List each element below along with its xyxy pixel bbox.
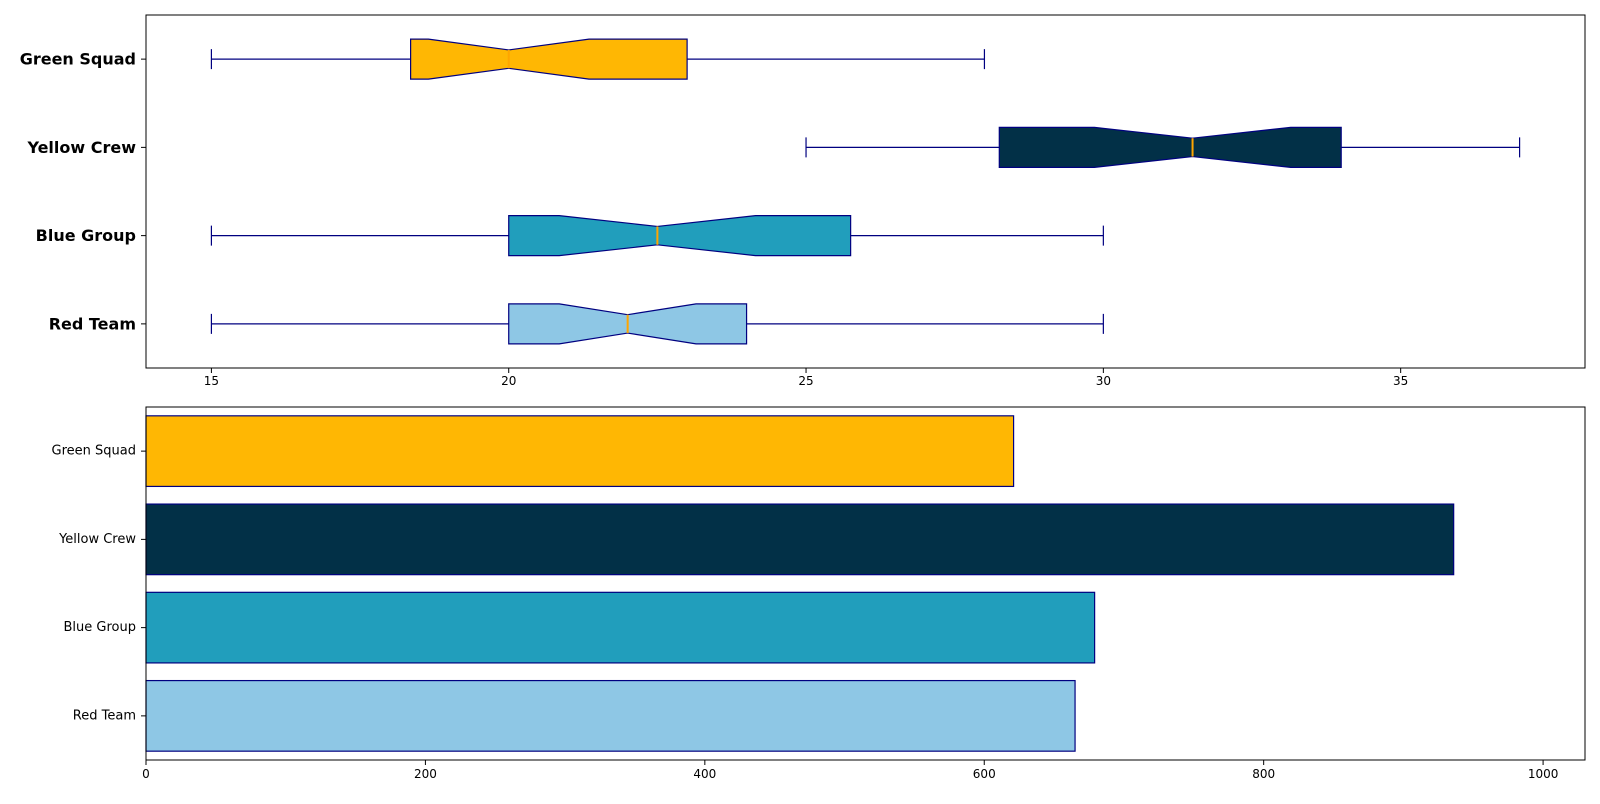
bar-red-team [145, 679, 1076, 752]
y-tick-label-red-team: Red Team [49, 314, 136, 333]
bar-chart-panel: Red Team Blue Group Yellow Crew Green Squad… [52, 406, 1586, 781]
box-yellow-crew [805, 126, 1521, 168]
bar-chart-frame [145, 406, 1586, 761]
box-plot-frame [145, 14, 1586, 369]
bar-y-tick-label-green-squad: Green Squad [52, 444, 136, 459]
box-body-green-squad [410, 38, 688, 80]
x-tick-label-25: 25 [798, 374, 813, 388]
bar-x-tick-label-1000: 1000 [1528, 767, 1559, 781]
box-body-blue-group [508, 215, 852, 257]
bar-x-tick-label-800: 800 [1252, 767, 1275, 781]
bar-green-squad [145, 415, 1015, 488]
bar-x-tick-label-0: 0 [142, 767, 150, 781]
box-body-yellow-crew [998, 126, 1342, 168]
x-tick-label-20: 20 [501, 374, 516, 388]
bar-y-tick-label-blue-group: Blue Group [64, 620, 136, 635]
bar-y-tick-label-red-team: Red Team [73, 708, 136, 723]
bar-x-tick-label-400: 400 [693, 767, 716, 781]
bar-x-tick-label-600: 600 [973, 767, 996, 781]
box-plot-panel: Red Team Blue Group Yellow Crew Green Squad… [20, 14, 1586, 388]
x-tick-label-15: 15 [204, 374, 219, 388]
bar-yellow-crew [145, 503, 1455, 576]
bar-x-tick-label-200: 200 [414, 767, 437, 781]
bar-y-tick-label-yellow-crew: Yellow Crew [58, 532, 136, 547]
box-blue-group [210, 215, 1104, 257]
y-tick-label-blue-group: Blue Group [36, 226, 136, 245]
box-red-team [210, 303, 1104, 345]
bar-blue-group [145, 591, 1096, 664]
y-tick-label-green-squad: Green Squad [20, 50, 136, 69]
box-green-squad [210, 38, 986, 80]
x-tick-label-30: 30 [1096, 374, 1111, 388]
y-tick-label-yellow-crew: Yellow Crew [26, 138, 136, 157]
x-tick-label-35: 35 [1393, 374, 1408, 388]
